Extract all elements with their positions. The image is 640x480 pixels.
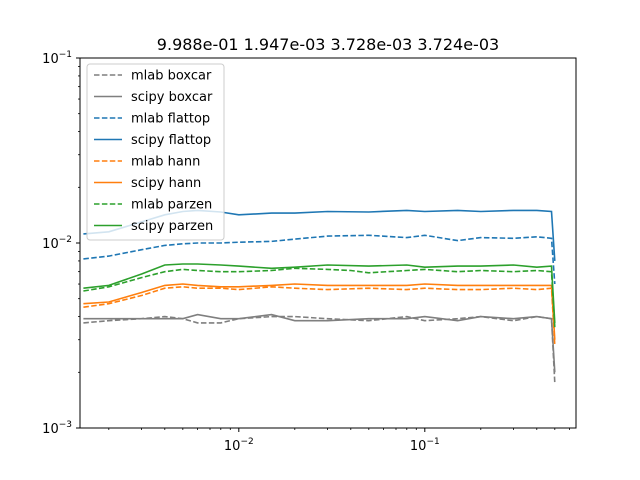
legend-label: mlab parzen [131,198,212,213]
series-line-mlab-boxcar [83,315,556,384]
series-line-mlab-parzen [83,267,556,328]
legend-box [86,63,225,241]
series-line-scipy-parzen [83,263,556,323]
y-tick-label: 10−1 [42,50,72,67]
legend-label: scipy flattop [131,133,211,148]
plot-area [79,57,577,429]
y-tick-label: 10−2 [42,235,72,252]
legend-label: mlab hann [131,155,200,170]
legend: mlab boxcar scipy boxcar mlab flattop scipy… [86,63,225,241]
legend-label: scipy hann [131,176,201,191]
x-tick-label: 10−2 [224,437,254,454]
legend-label: scipy boxcar [131,90,213,105]
series-layer [83,209,556,384]
legend-label: mlab flattop [131,112,210,127]
legend-label: mlab boxcar [131,69,212,84]
y-tick-label: 10−3 [42,420,72,437]
y-axis: 10−3 10−2 10−1 [42,50,80,437]
series-line-scipy-hann [83,283,556,340]
series-line-mlab-hann [83,285,556,346]
legend-label: scipy parzen [131,219,213,234]
chart-title: 9.988e-01 1.947e-03 3.728e-03 3.724e-03 [157,35,499,54]
x-axis: 10−2 10−1 [108,428,570,454]
series-line-mlab-flattop [83,234,556,285]
series-line-scipy-boxcar [83,313,556,373]
x-tick-label: 10−1 [410,437,440,454]
